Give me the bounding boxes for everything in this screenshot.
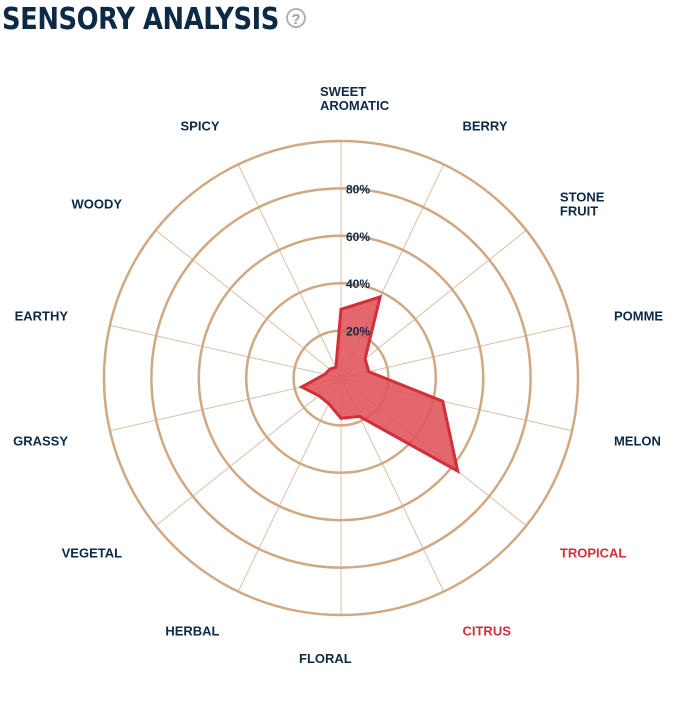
axis-label-melon: MELON <box>614 433 661 448</box>
axis-label-vegetal: VEGETAL <box>62 546 122 561</box>
data-series-area <box>298 294 460 475</box>
axis-label-grassy: GRASSY <box>13 433 68 448</box>
spoke-line <box>155 377 342 527</box>
spoke-line <box>237 164 342 379</box>
spoke-line <box>237 377 342 592</box>
r-tick-label: 40% <box>346 277 370 291</box>
grid-ring <box>244 281 438 475</box>
axis-label-earthy: EARTHY <box>15 309 69 324</box>
axis-label-stone-fruit: STONE FRUIT <box>560 189 605 218</box>
page-title: SENSORY ANALYSIS <box>2 2 279 37</box>
spoke-line <box>340 229 527 379</box>
grid-ring <box>102 139 580 617</box>
axis-label-woody: WOODY <box>72 196 123 211</box>
axis-label-berry: BERRY <box>462 119 507 134</box>
help-icon[interactable]: ? <box>286 8 306 28</box>
axis-label-sweet-aromatic: SWEET AROMATIC <box>320 84 390 113</box>
axis-label-citrus: CITRUS <box>462 623 511 638</box>
header: SENSORY ANALYSIS <box>2 2 324 37</box>
grid-ring <box>197 234 485 522</box>
spoke-line <box>155 229 342 379</box>
r-tick-label: 60% <box>346 230 370 244</box>
spoke-line <box>340 324 573 379</box>
axis-label-tropical: TROPICAL <box>560 546 627 561</box>
grid-ring <box>150 187 532 569</box>
axis-label-spicy: SPICY <box>180 119 219 134</box>
axis-label-pomme: POMME <box>614 309 663 324</box>
spoke-line <box>109 324 342 379</box>
r-tick-label: 80% <box>346 182 370 196</box>
r-tick-label: 20% <box>346 325 370 339</box>
axis-label-floral: FLORAL <box>299 651 352 666</box>
axis-label-herbal: HERBAL <box>165 623 219 638</box>
